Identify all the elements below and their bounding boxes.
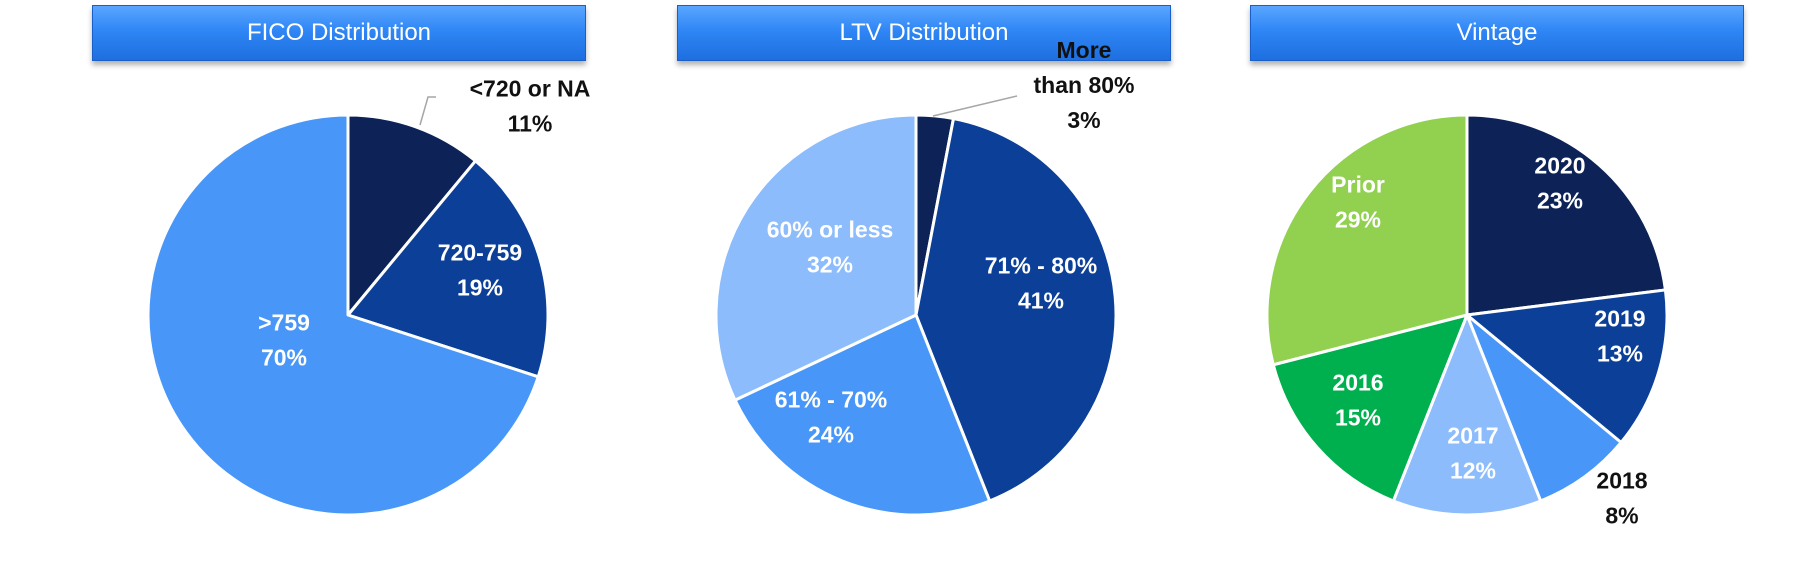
vintage-slice-2016: [1271, 313, 1469, 503]
vintage-slice-2018: [1465, 313, 1623, 503]
vintage-label-2019: 2019 13%: [1594, 306, 1645, 367]
fico-chart-title: FICO Distribution: [92, 5, 586, 61]
fico-callout-line-720-or-na: [419, 96, 436, 126]
fico-slice-720-759: [346, 159, 550, 379]
vintage-label-2017: 2017 12%: [1447, 423, 1498, 484]
vintage-slice-2017: [1391, 313, 1543, 517]
vintage-label-prior: Prior 29%: [1331, 172, 1385, 233]
fico-label-720-or-na: <720 or NA 11%: [470, 76, 591, 137]
vintage-label-2020: 2020 23%: [1534, 153, 1585, 214]
vintage-label-2016: 2016 15%: [1332, 370, 1383, 431]
ltv-pie: [714, 113, 1118, 517]
ltv-label-61-70: 61% - 70% 24%: [775, 387, 888, 448]
ltv-slice-61-70: [733, 313, 992, 517]
ltv-chart-title: LTV Distribution: [677, 5, 1171, 61]
ltv-slice-71-80: [914, 117, 1118, 503]
vintage-slice-2020: [1465, 113, 1667, 317]
ltv-label-60-or-less: 60% or less 32%: [767, 217, 894, 278]
vintage-label-2018: 2018 8%: [1596, 468, 1647, 529]
vintage-pie: [1265, 113, 1669, 517]
fico-label-720-759: 720-759 19%: [438, 240, 522, 301]
fico-slice-720-or-na: [346, 113, 477, 317]
fico-pie: [146, 113, 550, 517]
ltv-slice-60-or-less: [714, 113, 918, 402]
ltv-label-more-than-80: More than 80% 3%: [1034, 37, 1135, 133]
vintage-slice-prior: [1265, 113, 1469, 367]
fico-label-759: >759 70%: [258, 310, 310, 371]
vintage-slice-2019: [1465, 288, 1669, 444]
ltv-callout-line-more-than-80: [932, 95, 1018, 117]
fico-slice-759: [146, 113, 540, 517]
vintage-chart-title: Vintage: [1250, 5, 1744, 61]
ltv-label-71-80: 71% - 80% 41%: [985, 253, 1098, 314]
